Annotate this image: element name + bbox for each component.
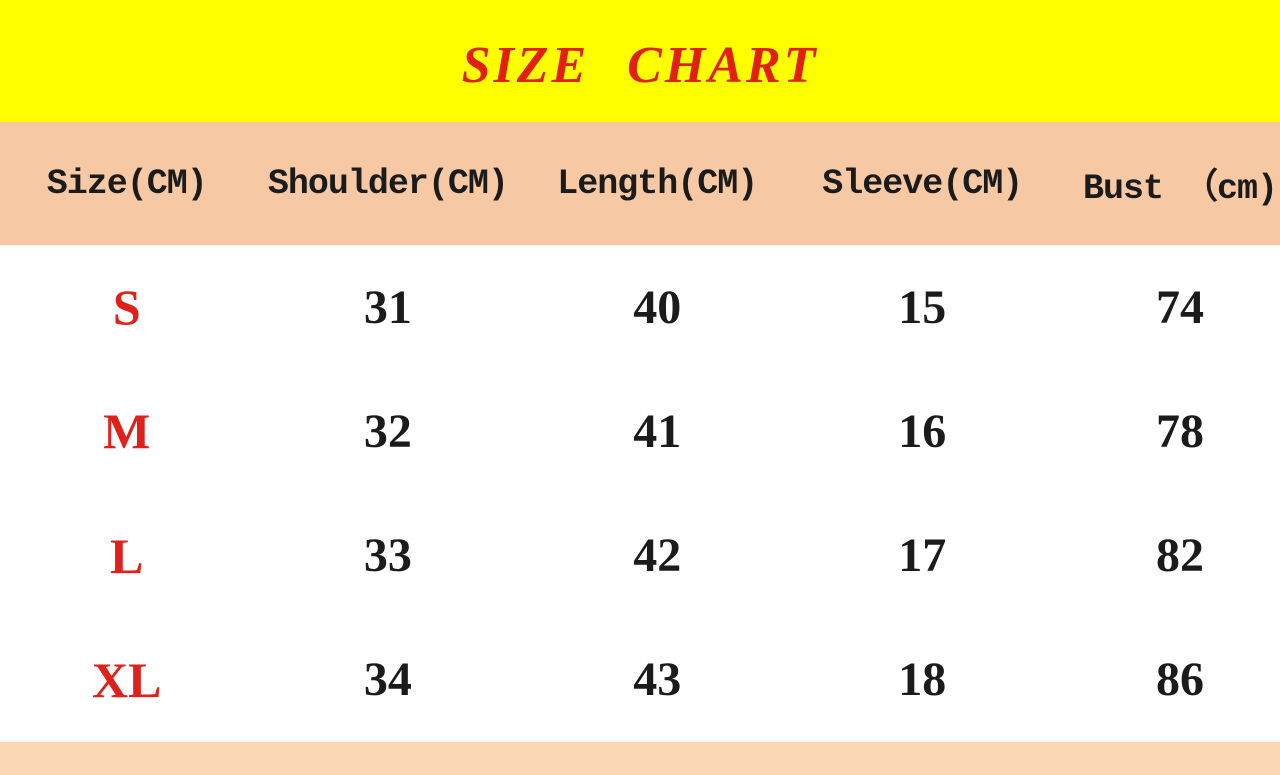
column-header-length: Length(CM) (557, 163, 758, 204)
footer-bar (0, 742, 1280, 775)
cell-length: 40 (633, 280, 682, 334)
page-title: SIZE CHART (461, 36, 819, 94)
cell-shoulder: 34 (363, 653, 412, 707)
cell-sleeve: 16 (898, 404, 947, 458)
cell-shoulder: 31 (363, 280, 412, 334)
table-row-xl: XL 34 43 18 86 (0, 618, 1280, 742)
column-header-bust: Bust （cm) (1083, 169, 1278, 209)
cell-sleeve: 18 (898, 653, 947, 707)
cell-length: 41 (633, 404, 682, 458)
cell-bust: 78 (1156, 404, 1205, 458)
cell-bust: 86 (1156, 653, 1205, 707)
cell-sleeve: 17 (898, 529, 947, 583)
table-row-l: L 33 42 17 82 (0, 494, 1280, 618)
cell-shoulder: 33 (363, 529, 412, 583)
cell-bust: 82 (1156, 529, 1205, 583)
table-row-s: S 31 40 15 74 (0, 245, 1280, 369)
cell-size: M (103, 403, 151, 460)
column-header-size: Size(CM) (46, 163, 208, 204)
cell-size: S (112, 279, 141, 336)
column-header-sleeve: Sleeve(CM) (822, 163, 1023, 204)
column-header-shoulder: Shoulder(CM) (267, 163, 509, 204)
cell-bust: 74 (1156, 280, 1205, 334)
table-row-m: M 32 41 16 78 (0, 369, 1280, 493)
cell-sleeve: 15 (898, 280, 947, 334)
cell-shoulder: 32 (363, 404, 412, 458)
cell-length: 42 (633, 529, 682, 583)
table-body: S 31 40 15 74 M 32 41 16 78 L 33 42 17 8… (0, 245, 1280, 742)
cell-size: L (110, 527, 144, 584)
title-banner: SIZE CHART (0, 0, 1280, 122)
cell-length: 43 (633, 653, 682, 707)
cell-size: XL (91, 651, 162, 708)
table-header-row: Size(CM) Shoulder(CM) Length(CM) Sleeve(… (0, 122, 1280, 245)
